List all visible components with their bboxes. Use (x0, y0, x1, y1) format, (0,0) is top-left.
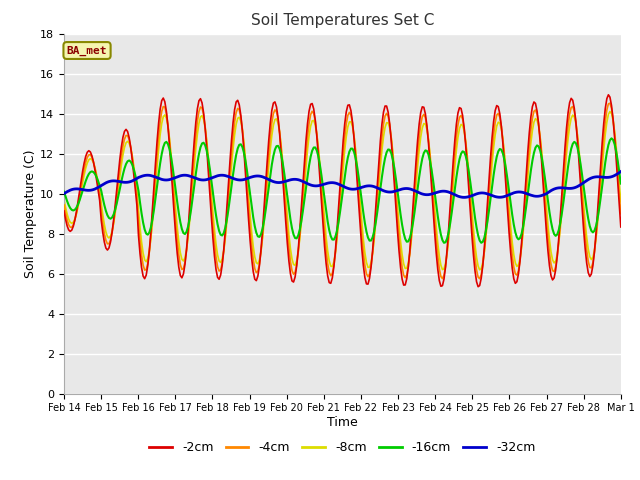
Y-axis label: Soil Temperature (C): Soil Temperature (C) (24, 149, 37, 278)
Legend: -2cm, -4cm, -8cm, -16cm, -32cm: -2cm, -4cm, -8cm, -16cm, -32cm (145, 436, 540, 459)
X-axis label: Time: Time (327, 416, 358, 429)
Text: BA_met: BA_met (67, 46, 108, 56)
Title: Soil Temperatures Set C: Soil Temperatures Set C (251, 13, 434, 28)
